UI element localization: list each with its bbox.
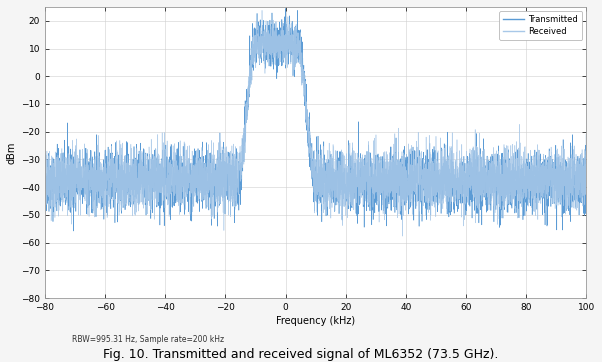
Transmitted: [249, 39, 256, 43]
Received: [248, 62, 255, 66]
Transmitted: [366, 209, 373, 213]
Line: Received: Received: [45, 10, 586, 236]
Text: Fig. 10. Transmitted and received signal of ML6352 (73.5 GHz).: Fig. 10. Transmitted and received signal…: [104, 348, 498, 361]
Transmitted: [394, 163, 401, 168]
X-axis label: Frequency (kHz): Frequency (kHz): [276, 316, 355, 326]
Received: [399, 234, 406, 238]
Transmitted: [583, 192, 590, 197]
Transmitted: [140, 147, 147, 151]
Received: [445, 179, 453, 184]
Line: Transmitted: Transmitted: [45, 8, 586, 231]
Transmitted: [445, 210, 453, 215]
Legend: Transmitted, Received: Transmitted, Received: [499, 11, 582, 40]
Transmitted: [70, 229, 77, 233]
Received: [394, 195, 401, 199]
Received: [583, 174, 590, 179]
Received: [140, 206, 147, 210]
Transmitted: [487, 156, 494, 160]
Received: [42, 171, 49, 175]
Received: [258, 8, 265, 13]
Transmitted: [42, 172, 49, 176]
Received: [487, 186, 494, 190]
Text: RBW=995.31 Hz, Sample rate=200 kHz: RBW=995.31 Hz, Sample rate=200 kHz: [72, 335, 225, 344]
Y-axis label: dBm: dBm: [7, 141, 17, 164]
Received: [366, 181, 373, 185]
Transmitted: [282, 6, 290, 10]
